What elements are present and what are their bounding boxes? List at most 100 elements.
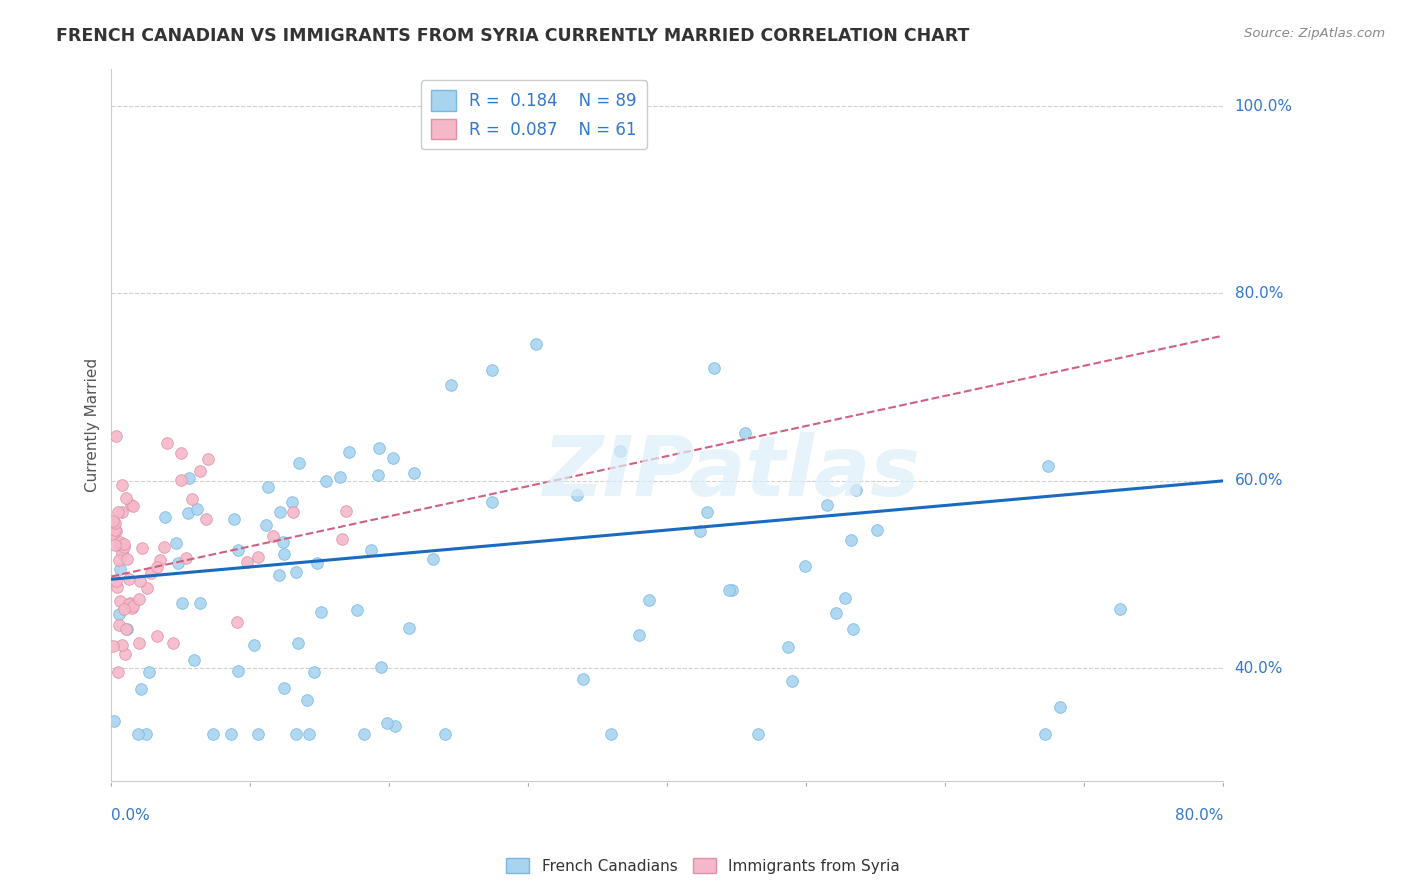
Point — [236, 555, 259, 569]
Point — [297, 727, 319, 741]
Text: 100.0%: 100.0% — [1234, 98, 1292, 113]
Point — [177, 506, 200, 520]
Point — [309, 605, 332, 619]
Point — [131, 541, 153, 556]
Point — [101, 515, 124, 529]
Point — [188, 596, 211, 610]
Point — [375, 716, 398, 731]
Point — [571, 672, 593, 686]
Point — [111, 505, 134, 519]
Point — [224, 512, 246, 526]
Point — [112, 601, 135, 615]
Point — [167, 556, 190, 570]
Point — [747, 727, 769, 741]
Point — [839, 533, 862, 548]
Point — [188, 464, 211, 478]
Point — [104, 524, 127, 538]
Point — [285, 727, 308, 741]
Text: 0.0%: 0.0% — [111, 808, 150, 823]
Point — [246, 727, 269, 741]
Point — [600, 727, 623, 741]
Point — [734, 425, 756, 440]
Point — [165, 535, 187, 549]
Point — [271, 535, 294, 549]
Point — [108, 617, 131, 632]
Point — [481, 363, 503, 377]
Point — [195, 511, 218, 525]
Point — [288, 456, 311, 470]
Point — [273, 547, 295, 561]
Point — [247, 550, 270, 565]
Point — [121, 499, 143, 513]
Point — [181, 492, 204, 507]
Point — [174, 551, 197, 566]
Point — [110, 478, 132, 492]
Point — [335, 504, 357, 518]
Point — [111, 546, 134, 560]
Point — [226, 615, 249, 630]
Point — [118, 597, 141, 611]
Point — [689, 524, 711, 539]
Text: 40.0%: 40.0% — [1234, 661, 1282, 676]
Point — [153, 540, 176, 554]
Point — [110, 539, 132, 553]
Point — [129, 574, 152, 588]
Point — [105, 429, 128, 443]
Point — [110, 638, 132, 652]
Point — [149, 553, 172, 567]
Point — [104, 538, 127, 552]
Point — [284, 565, 307, 579]
Text: Source: ZipAtlas.com: Source: ZipAtlas.com — [1244, 27, 1385, 40]
Point — [243, 638, 266, 652]
Point — [103, 714, 125, 728]
Point — [360, 543, 382, 558]
Point — [108, 607, 131, 621]
Point — [638, 592, 661, 607]
Point — [524, 337, 547, 351]
Point — [170, 446, 193, 460]
Point — [1035, 727, 1057, 741]
Point — [402, 466, 425, 480]
Point — [287, 636, 309, 650]
Point — [107, 505, 129, 519]
Point — [112, 540, 135, 554]
Point — [115, 622, 138, 636]
Point — [114, 491, 136, 505]
Point — [121, 600, 143, 615]
Point — [108, 553, 131, 567]
Point — [105, 580, 128, 594]
Point — [153, 510, 176, 524]
Point — [721, 583, 744, 598]
Point — [110, 537, 132, 551]
Point — [114, 647, 136, 661]
Point — [128, 592, 150, 607]
Point — [170, 473, 193, 487]
Point — [794, 559, 817, 574]
Point — [269, 505, 291, 519]
Point — [141, 566, 163, 580]
Point — [339, 444, 361, 458]
Point — [315, 474, 337, 488]
Point — [845, 483, 868, 497]
Point — [118, 595, 141, 609]
Point — [1036, 458, 1059, 473]
Point — [273, 681, 295, 695]
Point — [108, 562, 131, 576]
Point — [135, 727, 157, 741]
Text: 80.0%: 80.0% — [1175, 808, 1223, 823]
Point — [118, 572, 141, 586]
Point — [183, 653, 205, 667]
Point — [104, 574, 127, 588]
Point — [481, 494, 503, 508]
Point — [281, 495, 304, 509]
Point — [202, 727, 225, 741]
Point — [267, 567, 290, 582]
Point — [370, 659, 392, 673]
Point — [433, 727, 456, 741]
Point — [177, 470, 200, 484]
Point — [1109, 602, 1132, 616]
Point — [295, 693, 318, 707]
Point — [101, 640, 124, 654]
Point — [609, 443, 631, 458]
Point — [117, 623, 139, 637]
